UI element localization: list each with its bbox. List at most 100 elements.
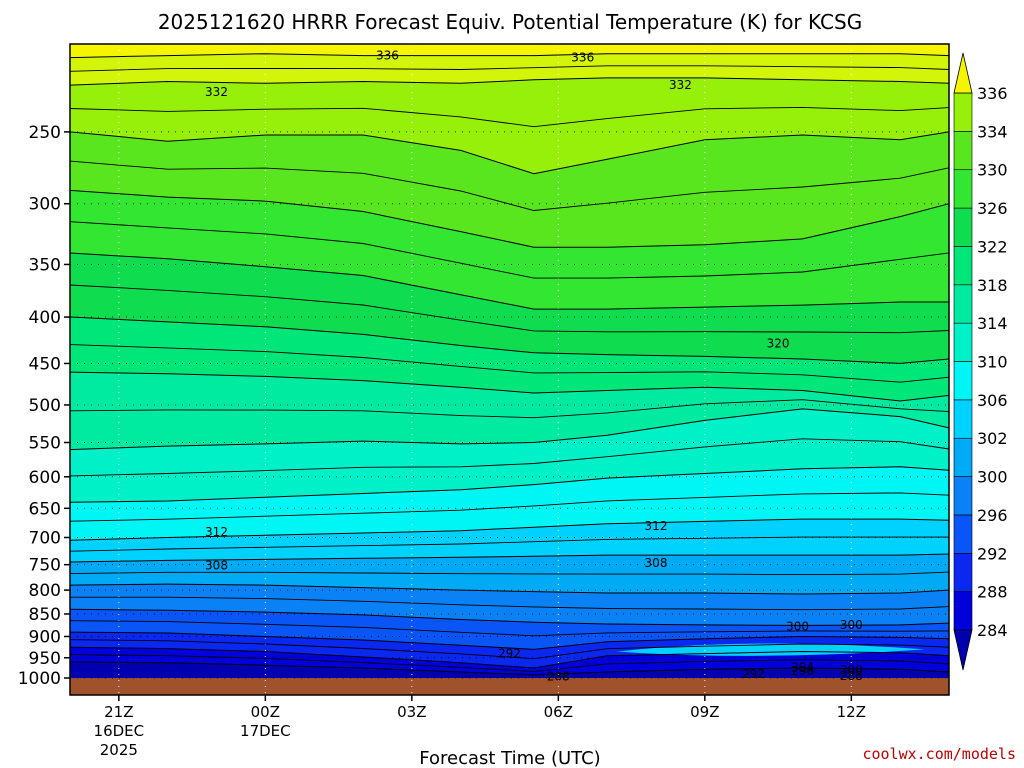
contour-lines	[69, 53, 950, 676]
colorbar-label: 300	[977, 468, 1008, 487]
contour-line	[69, 221, 950, 279]
x-tick-label: 00Z	[251, 703, 280, 721]
contour-label: 336	[376, 49, 399, 63]
colorbar-arrow-top	[953, 52, 973, 94]
x-tick-label: 21Z	[104, 703, 133, 721]
colorbar-label: 302	[977, 429, 1008, 448]
y-tick-label: 650	[29, 499, 61, 519]
grid-lines	[70, 44, 949, 695]
x-tick-year: 2025	[100, 741, 138, 759]
x-tick-label: 06Z	[544, 703, 573, 721]
x-tick-label: 12Z	[837, 703, 866, 721]
colorbar-label: 284	[977, 621, 1008, 640]
contour-line	[69, 53, 950, 59]
contour-labels: 336 336 332 332 320 312 312 308 308 300 300 292 304 3…	[205, 49, 863, 684]
contour-line	[69, 284, 950, 334]
colorbar-label: 314	[977, 314, 1008, 333]
colorbar-segment	[953, 476, 973, 516]
contour-line	[69, 466, 950, 503]
plot-frame	[69, 43, 950, 696]
colorbar-segment	[953, 552, 973, 592]
contour-line	[69, 536, 949, 552]
colorbar-segment	[953, 246, 973, 286]
contour-line	[69, 106, 950, 128]
y-tick-label: 950	[29, 649, 61, 669]
y-axis: 2503003504004505005506006507007508008509…	[18, 123, 70, 689]
colorbar-label: 306	[977, 391, 1008, 410]
y-tick-label: 350	[29, 255, 61, 275]
y-tick-label: 700	[29, 528, 61, 548]
x-tick-date: 16DEC	[94, 722, 145, 740]
contour-label: 288	[547, 669, 570, 683]
y-tick-label: 450	[29, 354, 61, 374]
contour-line	[69, 316, 950, 364]
contour-label: 292	[742, 667, 765, 681]
y-tick-label: 300	[29, 195, 61, 215]
y-tick-label: 250	[29, 123, 61, 143]
contour-line	[69, 661, 950, 676]
contour-label: 308	[645, 556, 668, 570]
colorbar-segment	[953, 361, 973, 401]
contour-line	[69, 131, 950, 175]
contour-label: 312	[205, 525, 228, 539]
contour-line	[69, 399, 950, 419]
contour-label: 320	[767, 337, 790, 351]
y-tick-label: 550	[29, 433, 61, 453]
contour-line	[69, 518, 950, 541]
colorbar-segment	[953, 131, 973, 171]
colorbar-label: 296	[977, 506, 1008, 525]
contour-label: 288	[840, 669, 863, 683]
contour-label: 336	[571, 51, 594, 65]
contour-label: 292	[498, 647, 521, 661]
colorbar-label: 326	[977, 199, 1008, 218]
y-tick-label: 800	[29, 581, 61, 601]
contour-line	[69, 654, 950, 672]
chart-title: 2025121620 HRRR Forecast Equiv. Potentia…	[158, 10, 862, 34]
contour-line	[69, 492, 950, 522]
contour-line	[69, 65, 950, 72]
x-tick-date: 17DEC	[240, 722, 291, 740]
contour-label: 332	[205, 85, 228, 99]
colorbar-label: 336	[977, 84, 1008, 103]
y-tick-label: 1000	[18, 669, 61, 689]
contour-label: 312	[645, 519, 668, 533]
contour-line	[69, 639, 950, 660]
y-tick-label: 600	[29, 468, 61, 488]
colorbar-segment	[953, 399, 973, 439]
contour-line	[69, 553, 950, 563]
ground-surface	[70, 678, 949, 695]
colorbar-segment	[953, 207, 973, 247]
contour-line	[70, 596, 950, 611]
colorbar-segment	[953, 591, 973, 631]
contour-line	[69, 631, 950, 650]
y-tick-label: 500	[29, 396, 61, 416]
contour-line	[69, 77, 950, 86]
contour-line	[69, 620, 950, 637]
colorbar: 336 334 330 326 322 318 314 310 306 302 300 296 292 2…	[953, 52, 1008, 671]
colorbar-label: 322	[977, 237, 1008, 256]
contour-line	[69, 646, 950, 669]
y-tick-label: 400	[29, 308, 61, 328]
colorbar-segment	[953, 169, 973, 209]
x-tick-label: 03Z	[397, 703, 426, 721]
contour-line	[69, 571, 950, 576]
contour-label: 304	[791, 661, 814, 675]
contour-label: 332	[669, 78, 692, 92]
colorbar-label: 330	[977, 161, 1008, 180]
colorbar-label: 318	[977, 276, 1008, 295]
contour-line	[69, 344, 950, 383]
colorbar-label: 288	[977, 583, 1008, 602]
contour-label: 300	[786, 620, 809, 634]
colorbar-segment	[953, 437, 973, 477]
colorbar-segment	[953, 322, 973, 362]
colorbar-segment	[953, 514, 973, 554]
colorbar-label: 334	[977, 122, 1008, 141]
contour-line	[69, 583, 950, 595]
credit-link[interactable]: coolwx.com/models	[862, 745, 1016, 763]
y-tick-label: 750	[29, 556, 61, 576]
contour-line	[69, 252, 949, 310]
colorbar-arrow-bottom	[953, 629, 973, 671]
colorbar-label: 310	[977, 353, 1008, 372]
